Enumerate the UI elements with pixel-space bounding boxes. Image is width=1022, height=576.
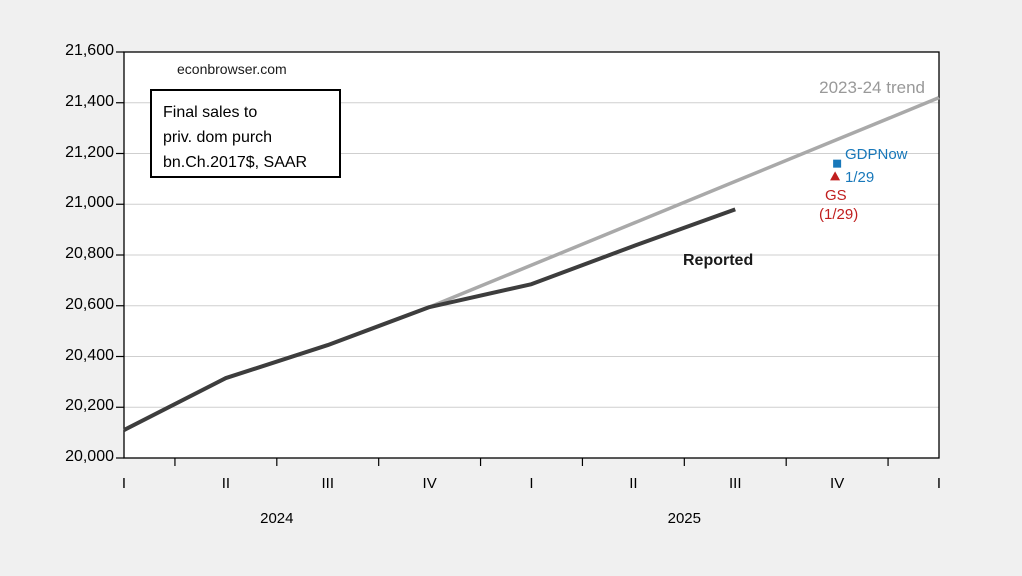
x-axis-tick-label: IV — [422, 475, 437, 492]
y-axis-tick-label: 21,000 — [65, 194, 114, 212]
y-axis-tick-label: 20,800 — [65, 245, 114, 262]
trend-series-label: 2023-24 trend — [819, 78, 925, 97]
annotation-line-3: bn.Ch.2017$, SAAR — [163, 154, 308, 171]
y-axis-tick-label: 21,400 — [65, 92, 114, 110]
gs-marker — [830, 171, 841, 181]
x-axis-tick-label: I — [936, 475, 942, 492]
reported-line — [123, 207, 736, 432]
reported-series-label: Reported — [683, 252, 754, 269]
plot-frame — [123, 51, 940, 459]
gdpnow-forecast-date: 1/29 — [845, 169, 875, 186]
annotation-line-2: priv. dom purch — [163, 129, 273, 146]
x-axis-tick-label: II — [629, 475, 638, 492]
x-axis-tick-label: I — [529, 475, 534, 492]
y-axis-tick-label: 20,400 — [65, 346, 114, 364]
y-axis-tick-label: 21,600 — [65, 42, 114, 59]
gs-forecast-label: GS — [825, 187, 847, 204]
gdpnow-forecast-label: GDPNow — [845, 146, 908, 163]
x-axis-tick-label: I — [121, 475, 127, 492]
y-axis-tick-label: 20,200 — [65, 397, 114, 415]
x-axis-year-label: 2024 — [260, 510, 294, 527]
x-axis-tick-label: II — [221, 475, 231, 492]
y-axis-tick-label: 20,600 — [65, 295, 114, 313]
x-axis-tick-label: IV — [830, 475, 845, 492]
annotation-line-1: Final sales to — [163, 104, 258, 121]
annotation-box: Final sales to priv. dom purch bn.Ch.201… — [150, 89, 341, 178]
gdpnow-marker — [833, 159, 842, 168]
gs-forecast-date: (1/29) — [819, 206, 859, 223]
y-axis-tick-label: 20,000 — [65, 448, 114, 465]
x-axis-year-label: 2025 — [667, 510, 701, 527]
watermark-text: econbrowser.com — [177, 61, 287, 77]
x-axis-tick-label: III — [321, 475, 334, 492]
y-axis-tick-label: 21,200 — [65, 143, 114, 161]
x-axis-tick-label: III — [728, 475, 742, 492]
